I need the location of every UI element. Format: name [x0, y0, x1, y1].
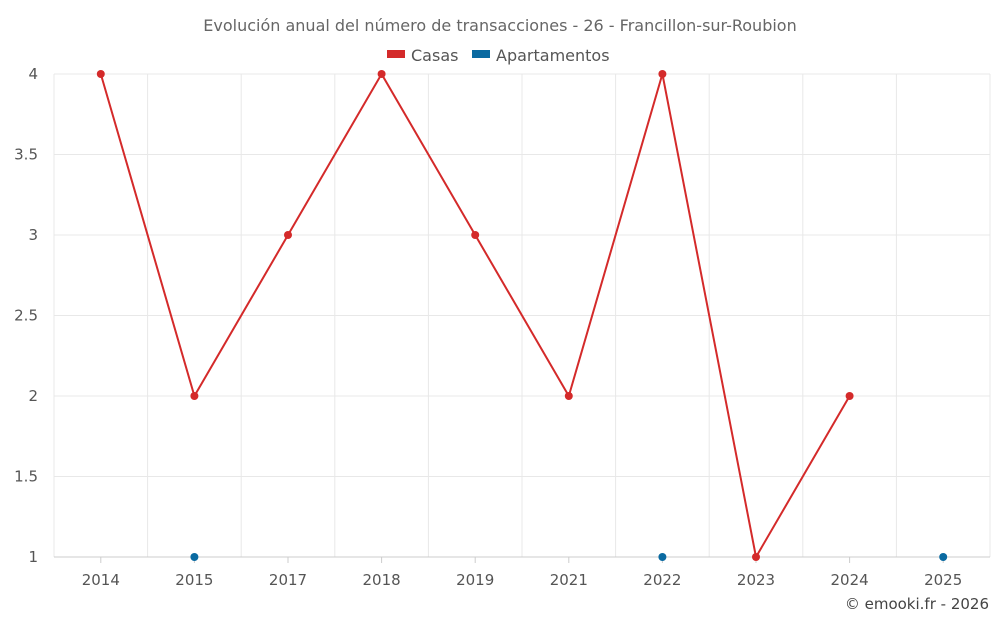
y-tick-label: 4 [28, 65, 38, 83]
data-point-casas[interactable] [377, 70, 386, 78]
y-tick-label: 2.5 [14, 307, 38, 325]
data-point-casas[interactable] [658, 70, 667, 78]
series-casas [96, 70, 854, 561]
x-tick-label: 2015 [175, 571, 213, 589]
x-tick-label: 2023 [737, 571, 775, 589]
x-tick-label: 2025 [924, 571, 962, 589]
y-tick-label: 1.5 [14, 468, 38, 486]
legend-swatch-casas [387, 50, 405, 58]
data-point-casas[interactable] [752, 553, 760, 561]
data-point-apartamentos[interactable] [939, 553, 948, 561]
chart-title: Evolución anual del número de transaccio… [203, 16, 796, 35]
data-point-casas[interactable] [564, 392, 573, 400]
credit-text: © emooki.fr - 2026 [845, 595, 989, 613]
data-point-casas[interactable] [190, 392, 199, 400]
data-point-casas[interactable] [96, 70, 105, 78]
x-tick-label: 2022 [643, 571, 681, 589]
x-tick-label: 2021 [550, 571, 588, 589]
data-point-apartamentos[interactable] [658, 553, 667, 561]
legend-item-casas[interactable]: Casas [387, 46, 458, 65]
data-point-casas[interactable] [284, 231, 292, 239]
x-tick-label: 2019 [456, 571, 494, 589]
x-tick-label: 2018 [363, 571, 401, 589]
data-point-apartamentos[interactable] [190, 553, 199, 561]
x-tick-label: 2024 [831, 571, 869, 589]
axes: 1 1.5 2 2.5 3 3.5 4 2014 2015 2017 2018 2019 2021 202… [14, 65, 990, 589]
legend: Casas Apartamentos [387, 46, 610, 65]
series-apartamentos [190, 553, 948, 561]
legend-label-apartamentos: Apartamentos [496, 46, 610, 65]
y-tick-label: 3 [28, 226, 38, 244]
legend-label-casas: Casas [411, 46, 458, 65]
x-tick-label: 2014 [82, 571, 120, 589]
y-tick-label: 1 [28, 548, 38, 566]
data-point-casas[interactable] [845, 392, 854, 400]
legend-swatch-apartamentos [472, 50, 490, 58]
y-tick-label: 3.5 [14, 146, 38, 164]
legend-item-apartamentos[interactable]: Apartamentos [472, 46, 610, 65]
y-tick-label: 2 [28, 387, 38, 405]
series [96, 70, 948, 561]
data-point-casas[interactable] [471, 231, 480, 239]
x-tick-label: 2017 [269, 571, 307, 589]
